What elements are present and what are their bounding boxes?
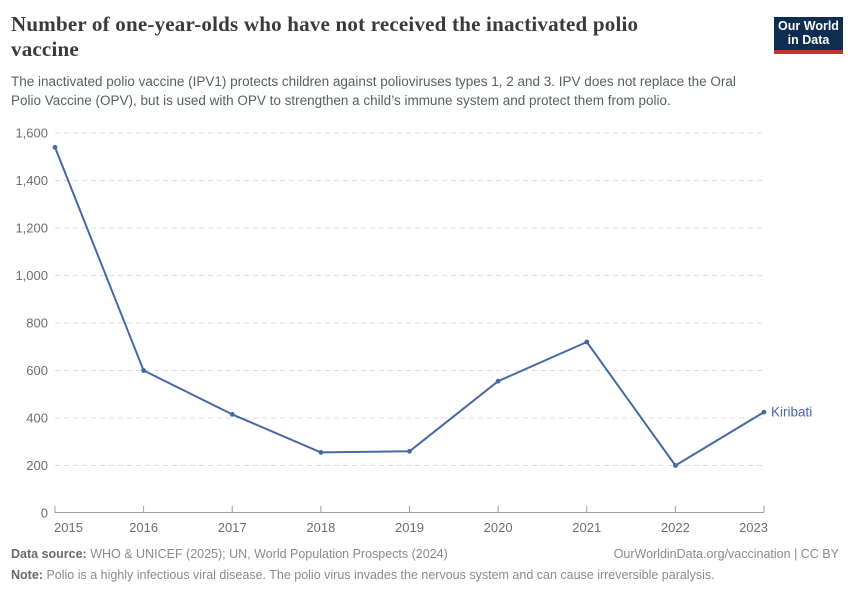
x-axis-tick-label: 2023 — [739, 520, 768, 535]
data-point-marker[interactable] — [673, 463, 678, 468]
x-axis-tick-label: 2020 — [484, 520, 513, 535]
chart-title-line-1: Number of one-year-olds who have not rec… — [11, 12, 639, 36]
chart-footer: Data source: WHO & UNICEF (2025); UN, Wo… — [11, 546, 839, 583]
owid-logo-line-1: Our World — [778, 19, 839, 33]
series-label-kiribati[interactable]: Kiribati — [771, 405, 812, 420]
owid-logo-line-2: in Data — [787, 33, 830, 47]
y-axis-tick-label: 200 — [26, 458, 48, 473]
y-axis-tick-label: 1,000 — [15, 268, 48, 283]
y-axis-tick-label: 400 — [26, 411, 48, 426]
y-axis-tick-label: 600 — [26, 363, 48, 378]
chart-title-line-2: vaccine — [11, 37, 79, 61]
chart-subtitle-line-2: Polio Vaccine (OPV), but is used with OP… — [11, 93, 671, 108]
x-axis-tick-label: 2016 — [129, 520, 158, 535]
x-axis-tick-label: 2018 — [306, 520, 335, 535]
chart-title: Number of one-year-olds who have not rec… — [11, 12, 638, 62]
chart-subtitle: The inactivated polio vaccine (IPV1) pro… — [11, 72, 736, 110]
data-source-label: Data source: — [11, 547, 87, 561]
data-point-marker[interactable] — [229, 412, 235, 417]
y-axis-tick-label: 1,200 — [15, 221, 48, 236]
data-point-marker[interactable] — [52, 144, 58, 150]
chart-subtitle-line-1: The inactivated polio vaccine (IPV1) pro… — [11, 74, 736, 89]
owid-cc-by-link[interactable]: OurWorldinData.org/vaccination | CC BY — [613, 547, 839, 561]
data-point-marker[interactable] — [407, 448, 412, 454]
data-point-marker[interactable] — [584, 339, 590, 345]
y-axis-tick-label: 1,400 — [15, 173, 48, 188]
owid-logo[interactable]: Our World in Data — [774, 17, 843, 54]
data-point-marker[interactable] — [318, 450, 324, 455]
data-point-marker[interactable] — [495, 378, 501, 384]
y-axis-tick-label: 800 — [26, 316, 48, 331]
x-axis-tick-label: 2019 — [395, 520, 424, 535]
y-axis-tick-label: 0 — [41, 506, 48, 521]
note-label: Note: — [11, 568, 43, 582]
y-axis-tick-label: 1,600 — [15, 126, 48, 141]
x-axis-tick-label: 2015 — [54, 520, 83, 535]
x-axis-tick-label: 2021 — [572, 520, 601, 535]
x-axis-tick-label: 2022 — [661, 520, 690, 535]
data-source-text: Data source: WHO & UNICEF (2025); UN, Wo… — [11, 547, 448, 561]
data-point-marker[interactable] — [761, 409, 767, 415]
data-point-marker[interactable] — [141, 368, 147, 373]
note-text: Note: Polio is a highly infectious viral… — [11, 568, 715, 582]
x-axis-tick-label: 2017 — [218, 520, 247, 535]
